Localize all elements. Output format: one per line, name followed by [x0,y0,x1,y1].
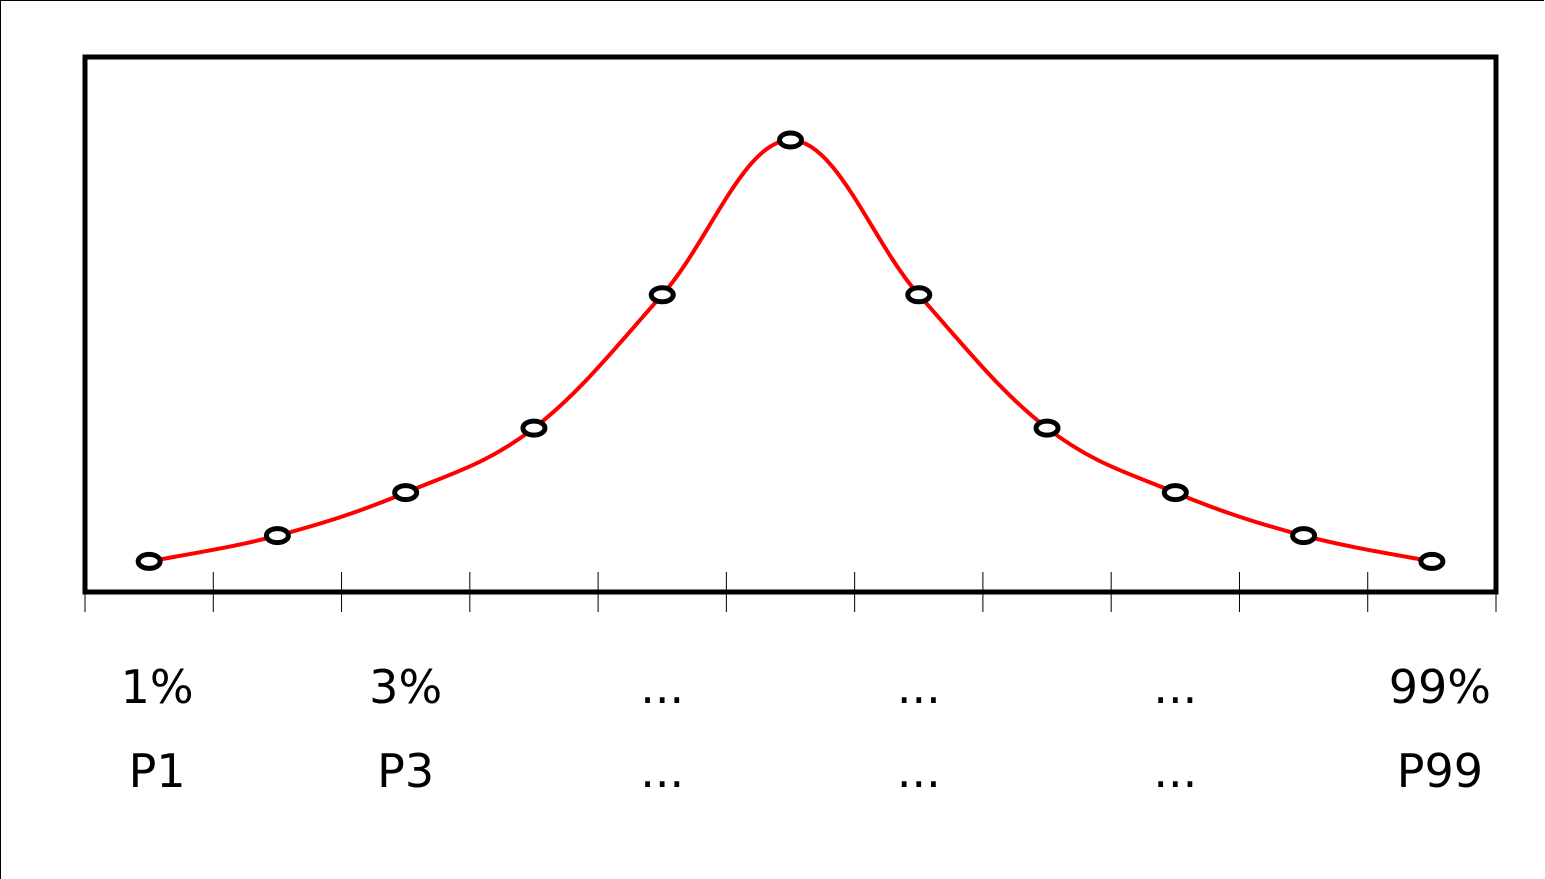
label-percentile-p99: P99 [1396,744,1483,798]
label-percentile-ellipsis-2: ... [896,744,941,798]
data-point-10 [1290,526,1318,546]
label-percentile-p1: P1 [128,744,186,798]
label-percent-ellipsis-3: ... [1153,660,1198,714]
data-point-4 [520,418,548,438]
x-axis-ticks [84,572,1497,612]
data-point-5 [648,285,676,305]
data-point-1 [135,551,163,571]
label-percentile-p3: P3 [377,744,435,798]
label-percent-ellipsis-2: ... [896,660,941,714]
label-percentile-ellipsis-3: ... [1153,744,1198,798]
data-point-3 [392,483,420,503]
label-percentile-ellipsis-1: ... [640,744,685,798]
label-percent-p3: 3% [369,660,443,714]
data-points [135,130,1446,571]
data-point-6 [777,130,804,150]
label-percent-p1: 1% [120,660,194,714]
data-point-8 [1033,418,1061,438]
data-point-9 [1161,483,1189,503]
data-point-11 [1418,551,1446,571]
data-point-7 [905,285,933,305]
label-percent-p99: 99% [1388,660,1491,714]
data-point-2 [263,526,291,546]
density-curve [147,138,1434,564]
plot-area-frame [82,54,1499,595]
label-percent-ellipsis-1: ... [640,660,685,714]
